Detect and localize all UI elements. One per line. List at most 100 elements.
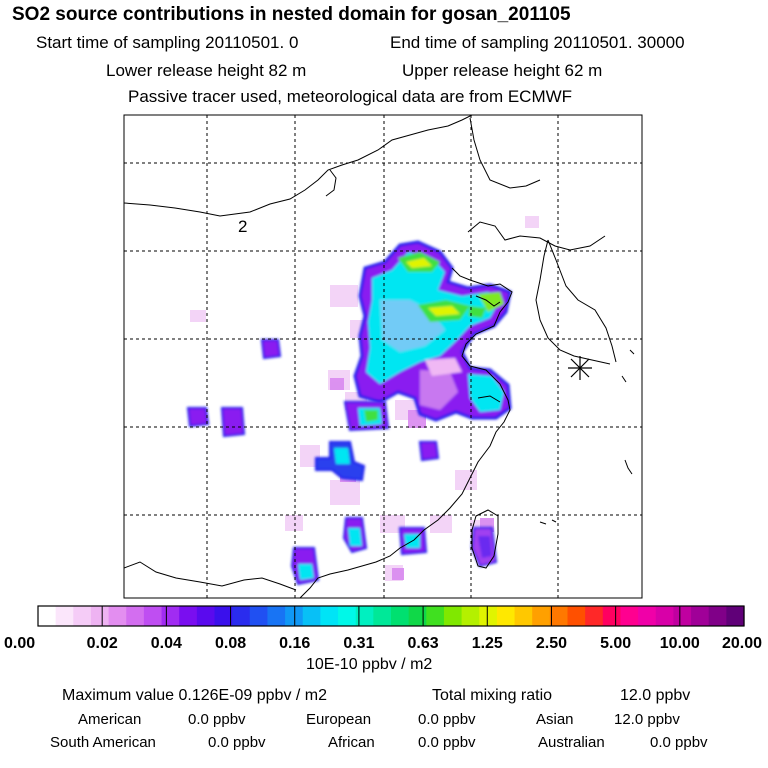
border-segment [325,169,337,197]
colorbar-swatch [549,606,569,626]
cell-patch [260,339,282,360]
colorbar-swatch [532,606,551,626]
colorbar-swatch [143,606,163,626]
chart-title: SO2 source contributions in nested domai… [12,4,571,25]
colorbar-swatch [479,606,498,626]
haze-patch [330,480,360,505]
total-mixing-ratio-value: 12.0 ppbv [620,687,691,704]
colorbar-swatch [320,606,339,626]
cell-patch [364,410,378,422]
colorbar-swatch [302,606,321,626]
colorbar-swatch [391,606,410,626]
cell-patch [220,407,246,438]
region-name: Asian [536,711,574,728]
island-coast [624,459,633,475]
colorbar-swatch [373,606,392,626]
colorbar-unit-label: 10E-10 ppbv / m2 [306,656,433,673]
colorbar-swatch [726,606,745,626]
colorbar-swatch [196,606,216,626]
haze-patch [430,515,452,533]
colorbar-swatch [673,606,692,626]
colorbar-swatch [249,606,269,626]
region-value: 0.0 ppbv [208,734,266,751]
colorbar-tick-label: 5.00 [600,635,631,652]
coast-korea-east [547,239,617,363]
cell-patch [478,536,492,558]
concentration-field [186,216,539,586]
coast-shandong [475,295,501,307]
colorbar-swatch [267,606,286,626]
tracer-note-label: Passive tracer used, meteorological data… [128,87,573,106]
island-coast [551,519,557,523]
colorbar-tick-label: 2.50 [536,635,567,652]
colorbar-tick-label: 0.00 [4,635,35,652]
colorbar-frame [37,605,745,627]
map-frame [123,114,643,599]
map-region-label: 2 [238,217,247,236]
colorbar-tick-label: 0.04 [151,635,182,652]
colorbar-swatch [443,606,463,626]
grid-lines [124,115,642,598]
coast-korea-north [467,221,606,251]
colorbar-swatch [285,606,304,626]
region-name: Australian [538,734,605,751]
haze-patch [392,568,404,580]
island-coast [621,375,627,383]
country-border-north [124,115,473,217]
cell-patch [334,448,350,464]
plume-pink [425,358,462,376]
region-value: 0.0 ppbv [188,711,246,728]
colorbar-swatch [585,606,604,626]
hotspot-yellow [428,306,460,316]
region-name: European [306,711,372,728]
region-value: 0.0 ppbv [418,734,476,751]
region-value: 0.0 ppbv [418,711,476,728]
plume-cyan-east [468,374,504,412]
colorbar-tick-label: 0.16 [279,635,310,652]
haze-patch [525,216,539,228]
colorbar-swatch [408,606,427,626]
colorbar-swatch [708,606,727,626]
colorbar-swatch [426,606,445,626]
island-coast [629,349,635,355]
colorbar-swatch [161,606,180,626]
colorbar-swatch [214,606,233,626]
region-name: American [78,711,142,728]
region-value: 0.0 ppbv [650,734,708,751]
coast-china-east [299,267,513,598]
colorbar-swatch [126,606,145,626]
cell-patch [298,564,314,580]
colorbar-swatch [355,606,374,626]
colorbar-swatch [232,606,251,626]
colorbar-swatch [638,606,657,626]
region-value: 12.0 ppbv [614,711,680,728]
hotspot-green [478,292,504,312]
hotspot-green [468,306,486,318]
colorbar-tick-label: 0.31 [343,635,374,652]
colorbar: 0.00 0.02 0.04 0.08 0.16 0.31 0.63 1.25 2.50 5.00… [4,605,762,652]
coast-southwest [124,561,297,591]
colorbar-tick-label: 1.25 [472,635,503,652]
colorbar-swatch [108,606,127,626]
end-time-label: End time of sampling 20110501. 30000 [390,33,685,52]
coast-taiwan [471,509,499,569]
cell-patch [186,407,210,428]
coast-korea-west [535,239,611,365]
region-name: South American [50,734,156,751]
start-time-label: Start time of sampling 20110501. 0 [36,33,299,52]
colorbar-swatch [179,606,198,626]
colorbar-swatch [691,606,710,626]
border-segment [469,117,541,189]
haze-patch [380,515,405,533]
colorbar-tick-label: 0.08 [215,635,246,652]
colorbar-tick-label: 10.00 [660,635,700,652]
coast-yangtze [477,395,501,403]
hotspot-yellow [406,258,432,268]
colorbar-tick-label: 20.00 [722,635,762,652]
colorbar-swatch [338,606,357,626]
colorbar-swatch [90,606,110,626]
colorbar-swatch [55,606,74,626]
haze-patch [330,378,344,390]
colorbar-swatch [73,606,92,626]
